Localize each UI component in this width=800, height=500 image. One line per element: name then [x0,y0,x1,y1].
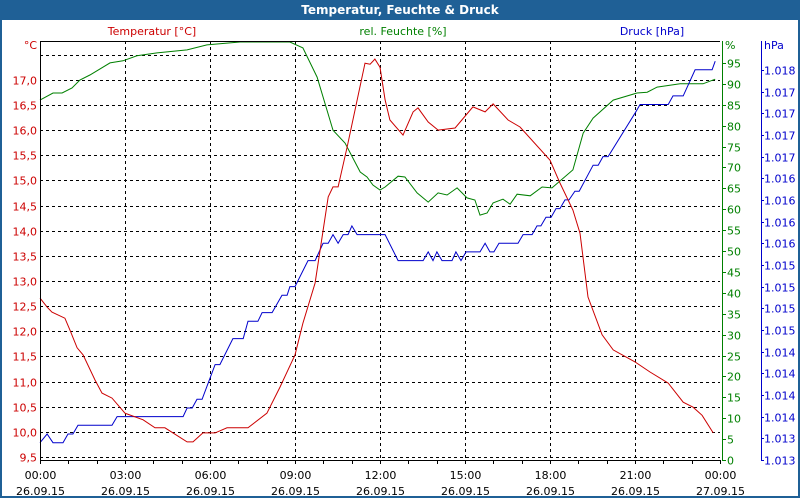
temperature-tick-label: 12,0 [13,326,38,339]
humidity-tick-label: 85 [727,100,741,113]
x-tick-time: 21:00 [620,469,652,482]
x-tick-date: 26.09.15 [356,485,405,498]
axes: 9,5 10,0 10,5 11,0 11,5 12,0 12,5 13,0 13,5 14,0 1… [13,41,796,498]
x-tick-date: 26.09.15 [186,485,235,498]
humidity-tick-label: 40 [727,288,741,301]
humidity-tick-label: 25 [727,351,741,364]
pressure-tick-label: 1.017 [764,87,796,100]
pressure-tick-label: 1.014 [764,390,796,403]
humidity-line [39,41,716,216]
window-title: Temperatur, Feuchte & Druck [0,0,800,20]
x-tick-time: 18:00 [535,469,567,482]
temperature-tick-label: 11,5 [13,351,38,364]
pressure-tick-label: 1.014 [764,368,796,381]
x-tick-time: 00:00 [705,469,737,482]
pressure-tick-label: 1.017 [764,130,796,143]
temperature-tick-label: 9,5 [20,452,38,465]
humidity-tick-label: 75 [727,142,741,155]
pressure-tick-label: 1.016 [764,217,796,230]
humidity-tick-label: 55 [727,225,741,238]
humidity-tick-label: 20 [727,371,741,384]
humidity-tick-label: 95 [727,58,741,71]
pressure-line [39,61,716,444]
x-tick-time: 12:00 [365,469,397,482]
pressure-unit: hPa [764,39,784,52]
pressure-tick-label: 1.015 [764,282,796,295]
x-tick-date: 27.09.15 [696,485,745,498]
humidity-tick-label: 10 [727,413,741,426]
temperature-tick-label: 17,0 [13,75,38,88]
series-group [39,41,716,444]
temperature-tick-label: 16,0 [13,125,38,138]
humidity-axis-title: rel. Feuchte [%] [359,25,446,38]
x-tick-time: 00:00 [25,469,57,482]
pressure-tick-label: 1.017 [764,108,796,121]
x-tick-time: 09:00 [280,469,312,482]
pressure-tick-label: 1.016 [764,238,796,251]
x-tick-date: 26.09.15 [101,485,150,498]
humidity-tick-label: 30 [727,330,741,343]
pressure-tick-label: 1.016 [764,195,796,208]
pressure-tick-label: 1.016 [764,173,796,186]
humidity-tick-label: 0 [727,455,734,468]
temperature-axis-title: Temperatur [°C] [107,25,196,38]
pressure-tick-label: 1.013 [764,433,796,446]
temperature-tick-label: 13,0 [13,276,38,289]
x-tick-date: 26.09.15 [526,485,575,498]
pressure-tick-label: 1.014 [764,347,796,360]
temperature-tick-label: 16,5 [13,100,38,113]
temperature-tick-label: 15,5 [13,150,38,163]
pressure-tick-label: 1.018 [764,65,796,78]
grid [40,41,720,460]
pressure-tick-label: 1.015 [764,260,796,273]
humidity-tick-label: 15 [727,392,741,405]
humidity-unit: % [725,39,735,52]
pressure-tick-label: 1.014 [764,412,796,425]
x-tick-date: 26.09.15 [441,485,490,498]
x-tick-time: 06:00 [195,469,227,482]
temperature-tick-label: 14,5 [13,201,38,214]
temperature-tick-label: 11,0 [13,377,38,390]
x-tick-time: 03:00 [110,469,142,482]
x-tick-date: 26.09.15 [271,485,320,498]
humidity-tick-label: 80 [727,121,741,134]
humidity-tick-label: 5 [727,434,734,447]
x-tick-time: 15:00 [450,469,482,482]
humidity-tick-label: 50 [727,246,741,259]
temperature-tick-label: 12,5 [13,301,38,314]
temperature-tick-label: 10,5 [13,402,38,415]
pressure-tick-label: 1.013 [764,455,796,468]
pressure-tick-label: 1.017 [764,152,796,165]
temperature-tick-label: 10,0 [13,427,38,440]
temperature-tick-label: 13,5 [13,251,38,264]
humidity-tick-label: 90 [727,79,741,92]
pressure-axis-title: Druck [hPa] [620,25,684,38]
temperature-line [39,58,714,443]
temperature-unit: °C [24,39,38,52]
humidity-tick-label: 45 [727,267,741,280]
temperature-tick-label: 15,0 [13,175,38,188]
humidity-tick-label: 70 [727,162,741,175]
pressure-tick-label: 1.015 [764,325,796,338]
humidity-tick-label: 60 [727,204,741,217]
x-tick-date: 26.09.15 [16,485,65,498]
x-tick-date: 26.09.15 [611,485,660,498]
temperature-tick-label: 14,0 [13,226,38,239]
humidity-tick-label: 65 [727,183,741,196]
humidity-tick-label: 35 [727,309,741,322]
pressure-tick-label: 1.015 [764,303,796,316]
